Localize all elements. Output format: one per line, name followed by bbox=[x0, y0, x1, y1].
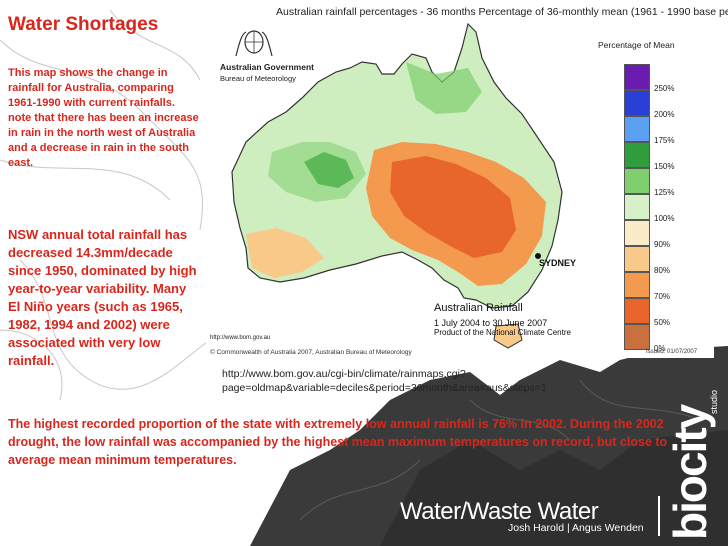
gov-line-1: Australian Government bbox=[220, 62, 314, 72]
legend-swatch bbox=[624, 116, 650, 142]
legend-swatch bbox=[624, 64, 650, 90]
source-url-link[interactable]: http://www.bom.gov.au/cgi-bin/climate/ra… bbox=[222, 368, 547, 394]
legend-swatch bbox=[624, 246, 650, 272]
legend-label: 50% bbox=[654, 318, 671, 327]
footer-authors: Josh Harold | Angus Wenden bbox=[508, 522, 644, 534]
south-west-orange-region bbox=[246, 228, 324, 278]
legend-label: 90% bbox=[654, 240, 671, 249]
sydney-label: SYDNEY bbox=[539, 258, 577, 268]
bom-url[interactable]: http://www.bom.gov.au bbox=[210, 335, 271, 341]
legend-label: 150% bbox=[654, 162, 675, 171]
legend-label: 250% bbox=[654, 84, 675, 93]
map-title: Australian rainfall percentages - 36 mon… bbox=[276, 6, 728, 18]
inset-product: Product of the National Climate Centre bbox=[434, 328, 571, 337]
issued-date: Issued: 01/07/2007 bbox=[646, 349, 698, 355]
bottom-summary: The highest recorded proportion of the s… bbox=[8, 417, 668, 467]
biocity-logo: biocity studio bbox=[664, 390, 719, 540]
intro-text: This map shows the change in rainfall fo… bbox=[8, 67, 199, 169]
legend-swatch bbox=[624, 272, 650, 298]
sydney-marker bbox=[535, 253, 541, 259]
legend-label: 200% bbox=[654, 110, 675, 119]
biocity-logo-small: studio bbox=[709, 390, 719, 414]
coat-of-arms-icon bbox=[235, 30, 273, 57]
legend-swatch bbox=[624, 298, 650, 324]
australia-rainfall-map bbox=[231, 22, 563, 349]
biocity-logo-text: biocity bbox=[664, 403, 716, 540]
legend-swatch bbox=[624, 220, 650, 246]
legend-swatch bbox=[624, 142, 650, 168]
legend-title: Percentage of Mean bbox=[598, 40, 675, 50]
inset-period: 1 July 2004 to 30 June 2007 bbox=[434, 318, 548, 328]
legend-swatch bbox=[624, 90, 650, 116]
legend-label: 70% bbox=[654, 292, 671, 301]
legend-label: 175% bbox=[654, 136, 675, 145]
legend-label: 125% bbox=[654, 188, 675, 197]
nsw-rainfall-note: NSW annual total rainfall has decreased … bbox=[8, 227, 197, 368]
legend-label: 80% bbox=[654, 266, 671, 275]
legend-swatch bbox=[624, 194, 650, 220]
legend-label: 0% bbox=[654, 344, 666, 353]
footer-divider bbox=[658, 496, 660, 536]
nw-light-green-region bbox=[268, 142, 366, 202]
inset-title: Australian Rainfall bbox=[434, 302, 523, 314]
rainfall-map-panel: Australian rainfall percentages - 36 mon… bbox=[206, 2, 728, 358]
legend-swatch bbox=[624, 324, 650, 350]
footer-brand: Water/Waste Water bbox=[400, 498, 599, 525]
tasmania bbox=[493, 323, 523, 349]
gov-line-2: Bureau of Meteorology bbox=[220, 74, 296, 83]
legend-swatch bbox=[624, 168, 650, 194]
north-light-green-region bbox=[406, 62, 482, 114]
legend-label: 100% bbox=[654, 214, 675, 223]
page-title: Water Shortages bbox=[8, 14, 159, 35]
copyright-text: © Commonwealth of Australia 2007, Austra… bbox=[210, 349, 412, 356]
core-dark-orange-region bbox=[390, 156, 516, 258]
